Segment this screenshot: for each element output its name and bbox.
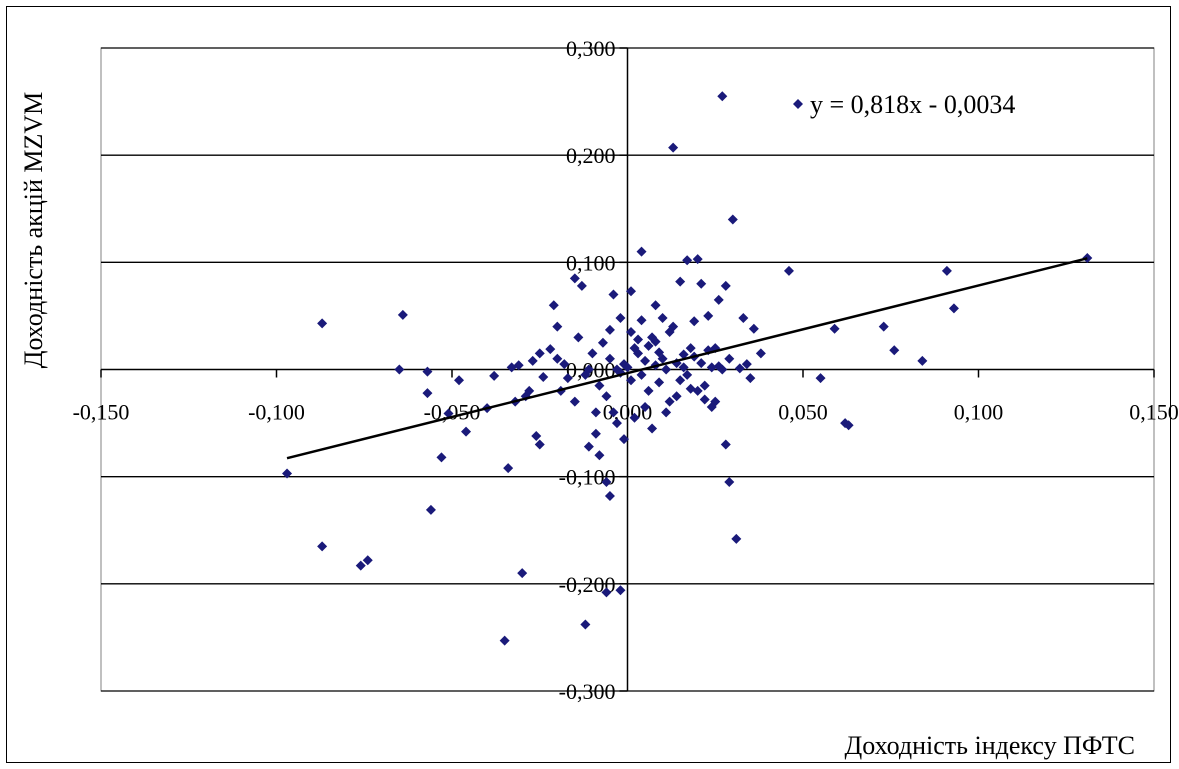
x-tick-label: 0,100	[954, 400, 1004, 425]
x-tick-label: -0,100	[248, 400, 305, 425]
y-tick-label: 0,200	[566, 143, 616, 168]
y-axis-title: Доходність акцій MZVM	[19, 92, 48, 369]
legend-label: y = 0,818x - 0,0034	[810, 90, 1015, 119]
y-tick-label: 0,100	[566, 250, 616, 275]
x-axis-title: Доходність індексу ПФТС	[845, 731, 1135, 760]
x-tick-label: 0,150	[1129, 400, 1179, 425]
legend: y = 0,818x - 0,0034	[793, 90, 1015, 119]
y-tick-label: 0,300	[566, 36, 616, 61]
y-tick-label: -0,300	[559, 679, 616, 704]
x-tick-label: -0,150	[73, 400, 130, 425]
x-tick-label: 0,050	[778, 400, 828, 425]
